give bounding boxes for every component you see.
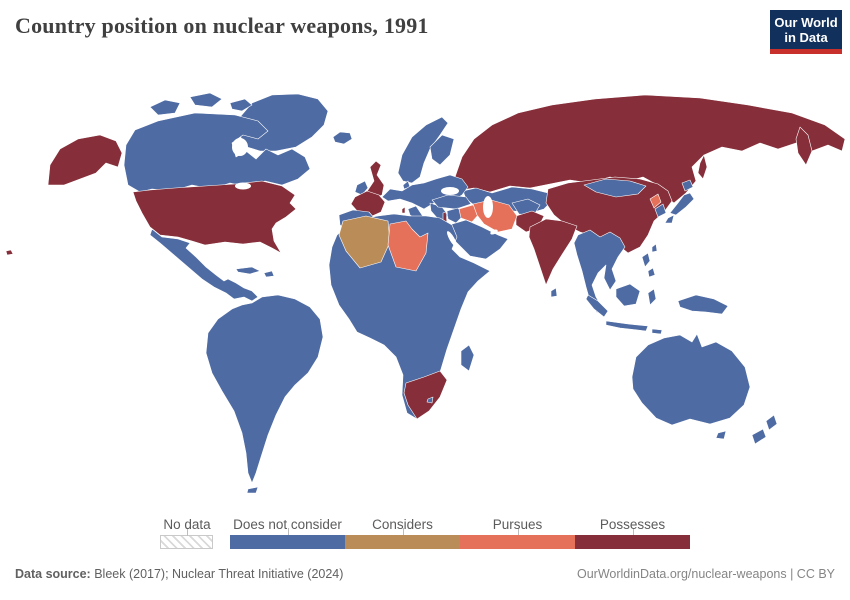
- country-tierra-del-fuego[interactable]: [246, 486, 259, 494]
- country-united-states[interactable]: [132, 180, 297, 254]
- world-choropleth-map[interactable]: [0, 85, 850, 505]
- country-turkey[interactable]: [431, 194, 472, 210]
- owid-url-license[interactable]: OurWorldinData.org/nuclear-weapons | CC …: [577, 567, 835, 581]
- legend-label-considers: Considers: [372, 517, 433, 532]
- owid-logo-line1: Our World: [774, 15, 838, 30]
- map-legend: No data Does not consider Considers Purs…: [0, 514, 850, 556]
- country-southeast-asia[interactable]: [573, 229, 626, 314]
- legend-segment-pursues[interactable]: Pursues: [460, 517, 575, 549]
- country-libya[interactable]: [387, 220, 429, 272]
- country-philippines[interactable]: [641, 252, 656, 278]
- legend-label-possesses: Possesses: [599, 517, 666, 532]
- sea-caspian-sea: [483, 196, 493, 218]
- sea-hudson-bay: [232, 138, 248, 156]
- country-ireland[interactable]: [354, 180, 369, 196]
- country-scandinavia[interactable]: [397, 116, 449, 184]
- country-south-africa[interactable]: [403, 370, 448, 420]
- country-mexico-central-america[interactable]: [149, 228, 259, 302]
- country-south-korea[interactable]: [654, 203, 667, 218]
- country-sri-lanka[interactable]: [550, 287, 558, 298]
- country-united-kingdom[interactable]: [365, 160, 385, 200]
- no-data-swatch[interactable]: [160, 529, 213, 549]
- chart-footer: Data source: Bleek (2017); Nuclear Threa…: [0, 567, 850, 581]
- country-mongolia[interactable]: [583, 178, 647, 198]
- legend-color-bar: Does not consider Considers Pursues Poss…: [230, 517, 690, 549]
- country-finland[interactable]: [429, 134, 455, 166]
- country-canadian-arctic-islands[interactable]: [149, 92, 253, 116]
- data-source: Data source: Bleek (2017); Nuclear Threa…: [15, 567, 343, 581]
- country-kamchatka-russia[interactable]: [795, 126, 813, 166]
- sea-great-lakes: [235, 182, 251, 190]
- data-source-value: Bleek (2017); Nuclear Threat Initiative …: [90, 567, 344, 581]
- legend-no-data-label: No data: [163, 517, 211, 532]
- country-south-america[interactable]: [205, 294, 324, 484]
- legend-segment-possesses[interactable]: Possesses: [575, 517, 690, 549]
- country-hawaii-united-states[interactable]: [5, 249, 14, 256]
- country-tasmania[interactable]: [715, 430, 727, 440]
- country-afghanistan[interactable]: [511, 198, 541, 216]
- sea-black-sea: [441, 187, 459, 195]
- country-new-guinea[interactable]: [677, 294, 729, 315]
- country-russia[interactable]: [454, 94, 846, 204]
- country-taiwan[interactable]: [651, 243, 658, 253]
- legend-segment-does-not-consider[interactable]: Does not consider: [230, 517, 345, 549]
- country-indonesia[interactable]: [585, 283, 663, 335]
- country-new-zealand[interactable]: [751, 414, 778, 445]
- country-hispaniola[interactable]: [263, 270, 275, 278]
- chart-title: Country position on nuclear weapons, 199…: [15, 13, 429, 38]
- country-cuba[interactable]: [235, 266, 261, 275]
- owid-logo-line2: in Data: [784, 30, 828, 45]
- data-source-label: Data source:: [15, 567, 91, 581]
- country-madagascar[interactable]: [460, 344, 475, 372]
- owid-logo[interactable]: Our World in Data: [770, 10, 842, 54]
- country-north-korea[interactable]: [649, 193, 662, 209]
- country-iceland[interactable]: [332, 131, 353, 145]
- country-france[interactable]: [350, 190, 406, 218]
- legend-label-does-not-consider: Does not consider: [233, 517, 342, 532]
- country-sakhalin-russia[interactable]: [697, 154, 708, 180]
- sea-red-sea: [447, 231, 457, 247]
- legend-segment-considers[interactable]: Considers: [345, 517, 460, 549]
- sea-persian-gulf: [490, 229, 498, 235]
- country-alaska-united-states[interactable]: [47, 134, 123, 186]
- country-japan[interactable]: [664, 179, 695, 224]
- country-australia[interactable]: [631, 333, 751, 426]
- legend-label-pursues: Pursues: [492, 517, 543, 532]
- country-algeria[interactable]: [338, 215, 391, 269]
- country-india[interactable]: [528, 218, 578, 286]
- country-lesotho[interactable]: [426, 396, 434, 404]
